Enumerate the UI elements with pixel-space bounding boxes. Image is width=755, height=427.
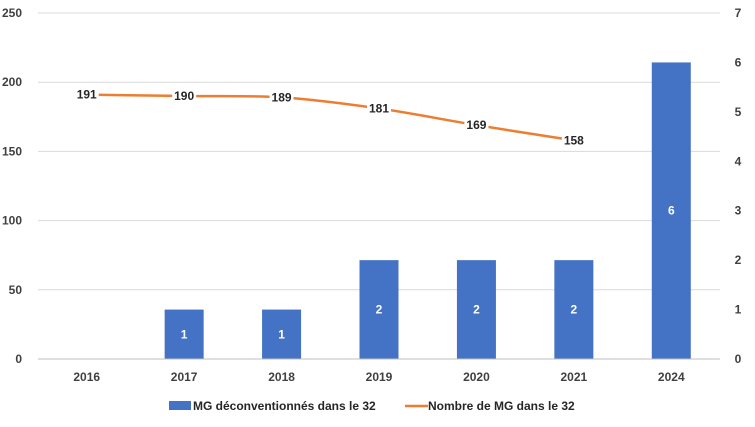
line-data-label: 181 <box>369 101 389 115</box>
x-tick-label: 2019 <box>366 370 393 384</box>
bar <box>651 62 691 360</box>
bar <box>262 309 302 359</box>
line-data-label: 191 <box>77 88 97 102</box>
x-tick-label: 2017 <box>171 370 198 384</box>
legend-label-line: Nombre de MG dans le 32 <box>428 399 575 413</box>
legend-swatch-bar <box>169 401 191 410</box>
axes: 0 50 100 150 200 250 0 1 2 3 4 5 6 7 2016 2017 2018 2019 2… <box>2 6 742 384</box>
line-label-background <box>367 100 391 115</box>
y-right-tick-label: 0 <box>735 352 742 366</box>
line-data-label: 169 <box>466 118 486 132</box>
line-data-label: 190 <box>174 89 194 103</box>
legend: MG déconventionnés dans le 32 Nombre de M… <box>169 399 575 413</box>
x-tick-label: 2024 <box>658 370 685 384</box>
line-label-background <box>464 117 489 132</box>
line-label-background <box>74 86 99 101</box>
bar-data-label: 2 <box>571 303 578 317</box>
x-tick-label: 2021 <box>561 370 588 384</box>
y-right-tick-label: 3 <box>735 204 742 218</box>
bar <box>359 260 399 359</box>
y-left-tick-label: 200 <box>2 75 22 89</box>
line-data-label: 189 <box>272 90 292 104</box>
y-left-tick-label: 150 <box>2 144 22 158</box>
bar-series <box>164 62 691 360</box>
y-left-tick-label: 250 <box>2 6 22 20</box>
bar <box>456 260 496 359</box>
bar <box>164 309 204 359</box>
y-right-tick-label: 7 <box>735 6 742 20</box>
y-right-tick-label: 5 <box>735 105 742 119</box>
line-label-background <box>561 132 586 147</box>
bar-data-label: 2 <box>376 303 383 317</box>
line-data-label: 158 <box>564 133 584 147</box>
bar-data-label: 1 <box>181 327 188 341</box>
y-right-tick-label: 6 <box>735 55 742 69</box>
line-series-path <box>85 93 576 142</box>
x-tick-label: 2016 <box>73 370 100 384</box>
bar-data-label: 1 <box>278 327 285 341</box>
legend-label-bar: MG déconventionnés dans le 32 <box>193 399 376 413</box>
x-tick-label: 2020 <box>463 370 490 384</box>
bar <box>554 260 594 359</box>
bar-data-label: 6 <box>668 204 675 218</box>
y-left-tick-label: 50 <box>9 283 23 297</box>
y-right-tick-label: 1 <box>735 303 742 317</box>
line-series <box>85 93 576 142</box>
y-left-tick-label: 100 <box>2 214 22 228</box>
y-right-tick-label: 4 <box>735 154 742 168</box>
line-label-background <box>269 89 294 104</box>
y-left-tick-label: 0 <box>15 352 22 366</box>
y-right-tick-label: 2 <box>735 253 742 267</box>
data-labels: 1 1 2 2 2 6 191 190 189 181 169 158 <box>74 86 675 341</box>
x-tick-label: 2018 <box>268 370 295 384</box>
bar-data-label: 2 <box>473 303 480 317</box>
line-label-background <box>172 88 197 103</box>
gridlines <box>38 12 720 291</box>
